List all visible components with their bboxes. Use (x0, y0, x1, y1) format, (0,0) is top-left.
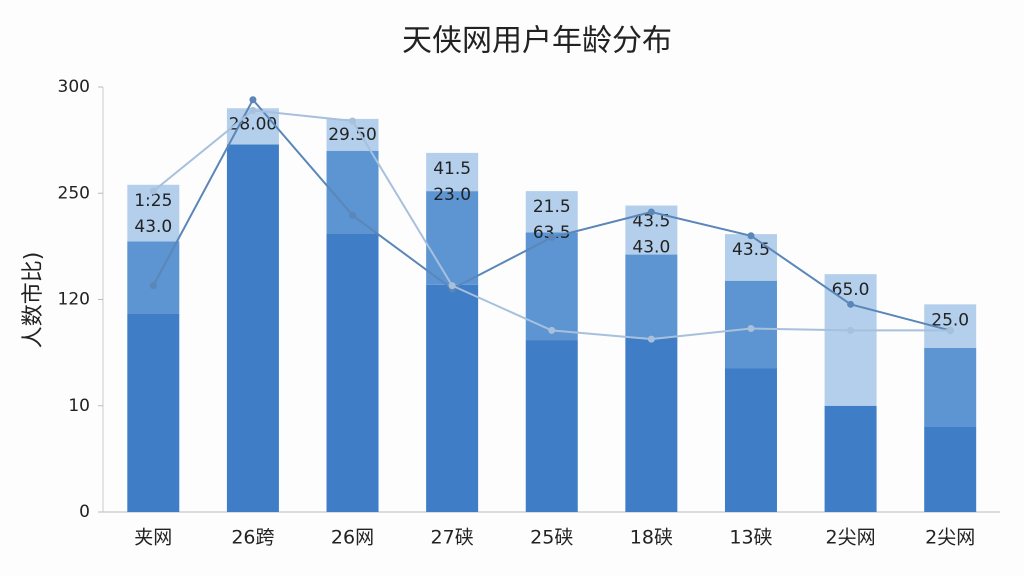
chart-title: 天侠网用户年龄分布 (402, 24, 672, 59)
line-marker (647, 335, 655, 343)
y-axis-label: 人数市比) (21, 252, 46, 349)
bar-segment (824, 405, 877, 512)
line-marker (548, 326, 556, 334)
bar-segment (226, 144, 279, 512)
data-label: 1:25 (134, 191, 172, 211)
data-label: 29.50 (328, 125, 377, 145)
line-marker (249, 106, 257, 114)
data-label: 65.0 (832, 280, 870, 300)
x-tick-label: 2尖网 (826, 527, 876, 549)
data-label: 21.5 (533, 197, 571, 217)
x-tick-label: 26网 (331, 527, 374, 549)
line-marker (349, 117, 357, 125)
x-tick-label: 27硖 (431, 527, 474, 549)
line-marker (747, 232, 755, 240)
bar-segment (724, 368, 777, 512)
line-marker (847, 300, 855, 308)
data-label: 43.5 (632, 212, 670, 232)
x-tick-label: 夹网 (134, 527, 172, 549)
x-tick-label: 13硖 (729, 527, 772, 549)
data-label: 25.0 (931, 310, 969, 330)
bar-segment (525, 232, 578, 341)
bar-segment (724, 234, 777, 281)
line-marker (349, 211, 357, 219)
bar-segment (924, 427, 977, 512)
x-tick-label: 18硖 (630, 527, 673, 549)
bar-segment (426, 284, 479, 512)
bar-segment (625, 337, 678, 512)
line-marker (647, 208, 655, 216)
y-tick-label: 120 (58, 290, 90, 310)
line-marker (149, 187, 157, 195)
bar-segment (525, 340, 578, 512)
bar-segment (724, 280, 777, 369)
bar-segment (426, 191, 479, 285)
bar-segment (525, 191, 578, 233)
y-tick-label: 250 (58, 183, 90, 203)
x-tick-label: 25硖 (530, 527, 573, 549)
line-marker (747, 324, 755, 332)
line-marker (448, 282, 456, 290)
y-tick-label: 10 (68, 396, 90, 416)
y-tick-label: 0 (79, 502, 90, 522)
data-label: 63.5 (533, 223, 571, 243)
bar-segment (625, 254, 678, 338)
bar-segment (426, 152, 479, 192)
data-label: 43.5 (732, 240, 770, 260)
line-marker (847, 326, 855, 334)
line-marker (149, 282, 157, 290)
data-label: 43.0 (632, 238, 670, 258)
y-tick-label: 300 (58, 77, 90, 97)
bar-segment (326, 150, 379, 234)
data-label: 23.0 (433, 185, 471, 205)
data-label: 43.0 (134, 217, 172, 237)
x-tick-label: 2尖网 (925, 527, 975, 549)
bar-segment (226, 108, 279, 145)
bar-segment (326, 233, 379, 512)
line-marker (548, 233, 556, 241)
bar-segment (127, 313, 180, 512)
line-marker (946, 326, 954, 334)
data-label: 41.5 (433, 159, 471, 179)
bar-segment (824, 274, 877, 406)
x-tick-label: 26跨 (231, 527, 274, 549)
line-marker (249, 96, 257, 104)
bar-segment (924, 347, 977, 427)
